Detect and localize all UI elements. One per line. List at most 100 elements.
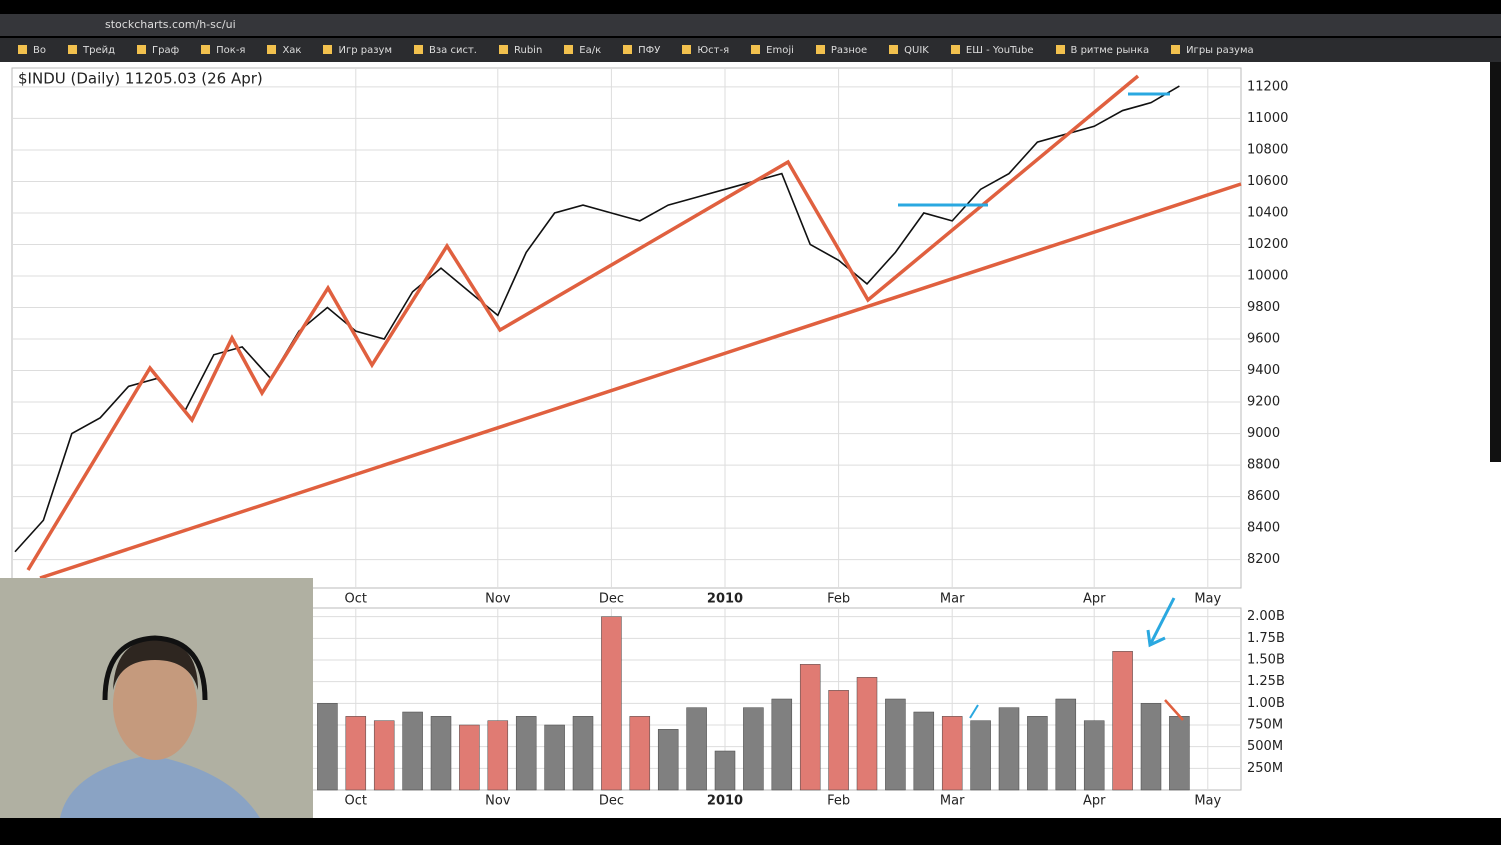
bookmark[interactable]: Разное bbox=[816, 45, 867, 56]
y-tick-label: 11000 bbox=[1247, 111, 1288, 126]
x-tick-label: May bbox=[1194, 794, 1221, 809]
y-tick-label: 1.50B bbox=[1247, 653, 1285, 668]
markers bbox=[898, 92, 1176, 719]
volume-bar bbox=[1112, 651, 1133, 791]
volume-bar bbox=[373, 720, 395, 791]
volume-bar bbox=[1083, 720, 1105, 791]
volume-bar bbox=[970, 720, 991, 791]
face bbox=[113, 650, 197, 760]
volume-bar bbox=[714, 750, 736, 791]
bookmark[interactable]: Пок-я bbox=[201, 45, 245, 56]
bookmark[interactable]: ПФУ bbox=[623, 45, 660, 56]
volume-bar bbox=[402, 711, 423, 791]
volume-bar bbox=[629, 716, 651, 791]
y-tick-label: 10800 bbox=[1247, 142, 1288, 157]
tick-mark bbox=[969, 704, 979, 719]
volume-bar bbox=[601, 616, 622, 791]
price-frame bbox=[11, 67, 1242, 589]
volume-bar bbox=[828, 690, 849, 791]
volume-bar bbox=[1140, 703, 1162, 791]
x-tick-label: Oct bbox=[345, 794, 367, 809]
volume-bar bbox=[657, 729, 679, 791]
y-tick-label: 1.25B bbox=[1247, 674, 1285, 689]
bookmark[interactable]: Хак bbox=[267, 45, 301, 56]
bookmark[interactable]: Rubin bbox=[499, 45, 542, 56]
y-tick-label: 10000 bbox=[1247, 269, 1288, 284]
bookmark[interactable]: Юст-я bbox=[682, 45, 729, 56]
volume-bar bbox=[941, 716, 963, 791]
x-tick-label: Nov bbox=[485, 794, 511, 809]
zigzag bbox=[26, 74, 1140, 571]
x-tick-label: Dec bbox=[599, 794, 624, 809]
chart-title: $INDU (Daily) 11205.03 (26 Apr) bbox=[18, 70, 263, 88]
trendlines bbox=[26, 74, 1242, 721]
bookmark[interactable]: Граф bbox=[137, 45, 179, 56]
volume-bar bbox=[1169, 716, 1190, 791]
bookmark[interactable]: Трейд bbox=[68, 45, 115, 56]
volume-bar bbox=[515, 716, 537, 791]
x-tick-label: Dec bbox=[599, 592, 624, 607]
x-tick-label: Apr bbox=[1083, 794, 1106, 809]
x-tick-label: 2010 bbox=[707, 592, 743, 607]
shirt bbox=[60, 755, 260, 818]
bookmark[interactable]: Во bbox=[18, 45, 46, 56]
volume-bar bbox=[885, 698, 906, 791]
volume-bar bbox=[998, 707, 1020, 791]
volume-bar bbox=[345, 716, 367, 791]
volume-bar bbox=[1055, 698, 1077, 791]
y-tick-label: 9800 bbox=[1247, 300, 1280, 315]
y-tick-label: 8600 bbox=[1247, 489, 1280, 504]
bookmark[interactable]: В ритме рынка bbox=[1056, 45, 1150, 56]
x-tick-label: 2010 bbox=[707, 794, 743, 809]
y-tick-label: 9400 bbox=[1247, 363, 1280, 378]
x-tick-label: Feb bbox=[827, 592, 850, 607]
webcam bbox=[0, 578, 313, 818]
y-tick-label: 2.00B bbox=[1247, 609, 1285, 624]
edge bbox=[1490, 62, 1501, 462]
chart-area: 8200 8400 8600 8800 9000 9200 9400 9600 9800 1000… bbox=[0, 62, 1501, 818]
volume-bar bbox=[686, 707, 707, 791]
headset bbox=[102, 635, 208, 701]
x-tick-label: Oct bbox=[345, 592, 367, 607]
x-tick-label: Apr bbox=[1083, 592, 1106, 607]
x-tick-label: May bbox=[1194, 592, 1221, 607]
y-tick-label: 11200 bbox=[1247, 79, 1288, 94]
arrow-vol bbox=[1164, 699, 1184, 721]
volume-bar bbox=[572, 716, 594, 791]
y-tick-label: 10200 bbox=[1247, 237, 1288, 252]
bookmark[interactable]: Вза сист. bbox=[414, 45, 477, 56]
y-tick-label: 750M bbox=[1247, 718, 1283, 733]
volume-bar bbox=[771, 698, 793, 791]
y-tick-label: 1.75B bbox=[1247, 631, 1285, 646]
y-tick-label: 1.00B bbox=[1247, 696, 1285, 711]
y-tick-label: 9000 bbox=[1247, 426, 1280, 441]
bookmarks-bar: Во Трейд Граф Пок-я Хак Игр разум Вза сист. Rub… bbox=[0, 38, 1501, 62]
x-tick-label: Nov bbox=[485, 592, 511, 607]
volume-bar bbox=[430, 716, 452, 791]
bookmark[interactable]: Игры разума bbox=[1171, 45, 1254, 56]
y-tick-label: 9200 bbox=[1247, 395, 1280, 410]
y-tick-label: 500M bbox=[1247, 739, 1283, 754]
volume-bar bbox=[856, 677, 878, 791]
bookmark[interactable]: Игр разум bbox=[323, 45, 392, 56]
price-line bbox=[14, 85, 1180, 553]
y-tick-label: 9600 bbox=[1247, 332, 1280, 347]
arrow bbox=[1146, 597, 1176, 648]
hair bbox=[113, 640, 198, 690]
volume-bar bbox=[317, 703, 338, 791]
y-tick-label: 10600 bbox=[1247, 174, 1288, 189]
bookmark[interactable]: ЕШ - YouTube bbox=[951, 45, 1034, 56]
y-tick-label: 8200 bbox=[1247, 552, 1280, 567]
bookmark[interactable]: Emoji bbox=[751, 45, 794, 56]
bookmark[interactable]: Еа/к bbox=[564, 45, 601, 56]
volume-bar bbox=[487, 720, 509, 791]
x-tick-label: Mar bbox=[940, 592, 965, 607]
y-tick-label: 8400 bbox=[1247, 521, 1280, 536]
volume-bar bbox=[459, 724, 480, 791]
y-tick-label: 10400 bbox=[1247, 205, 1288, 220]
volume-bar bbox=[544, 724, 565, 791]
bookmark[interactable]: QUIK bbox=[889, 45, 929, 56]
volume-bar bbox=[743, 707, 764, 791]
url[interactable]: stockcharts.com/h-sc/ui bbox=[105, 18, 236, 31]
